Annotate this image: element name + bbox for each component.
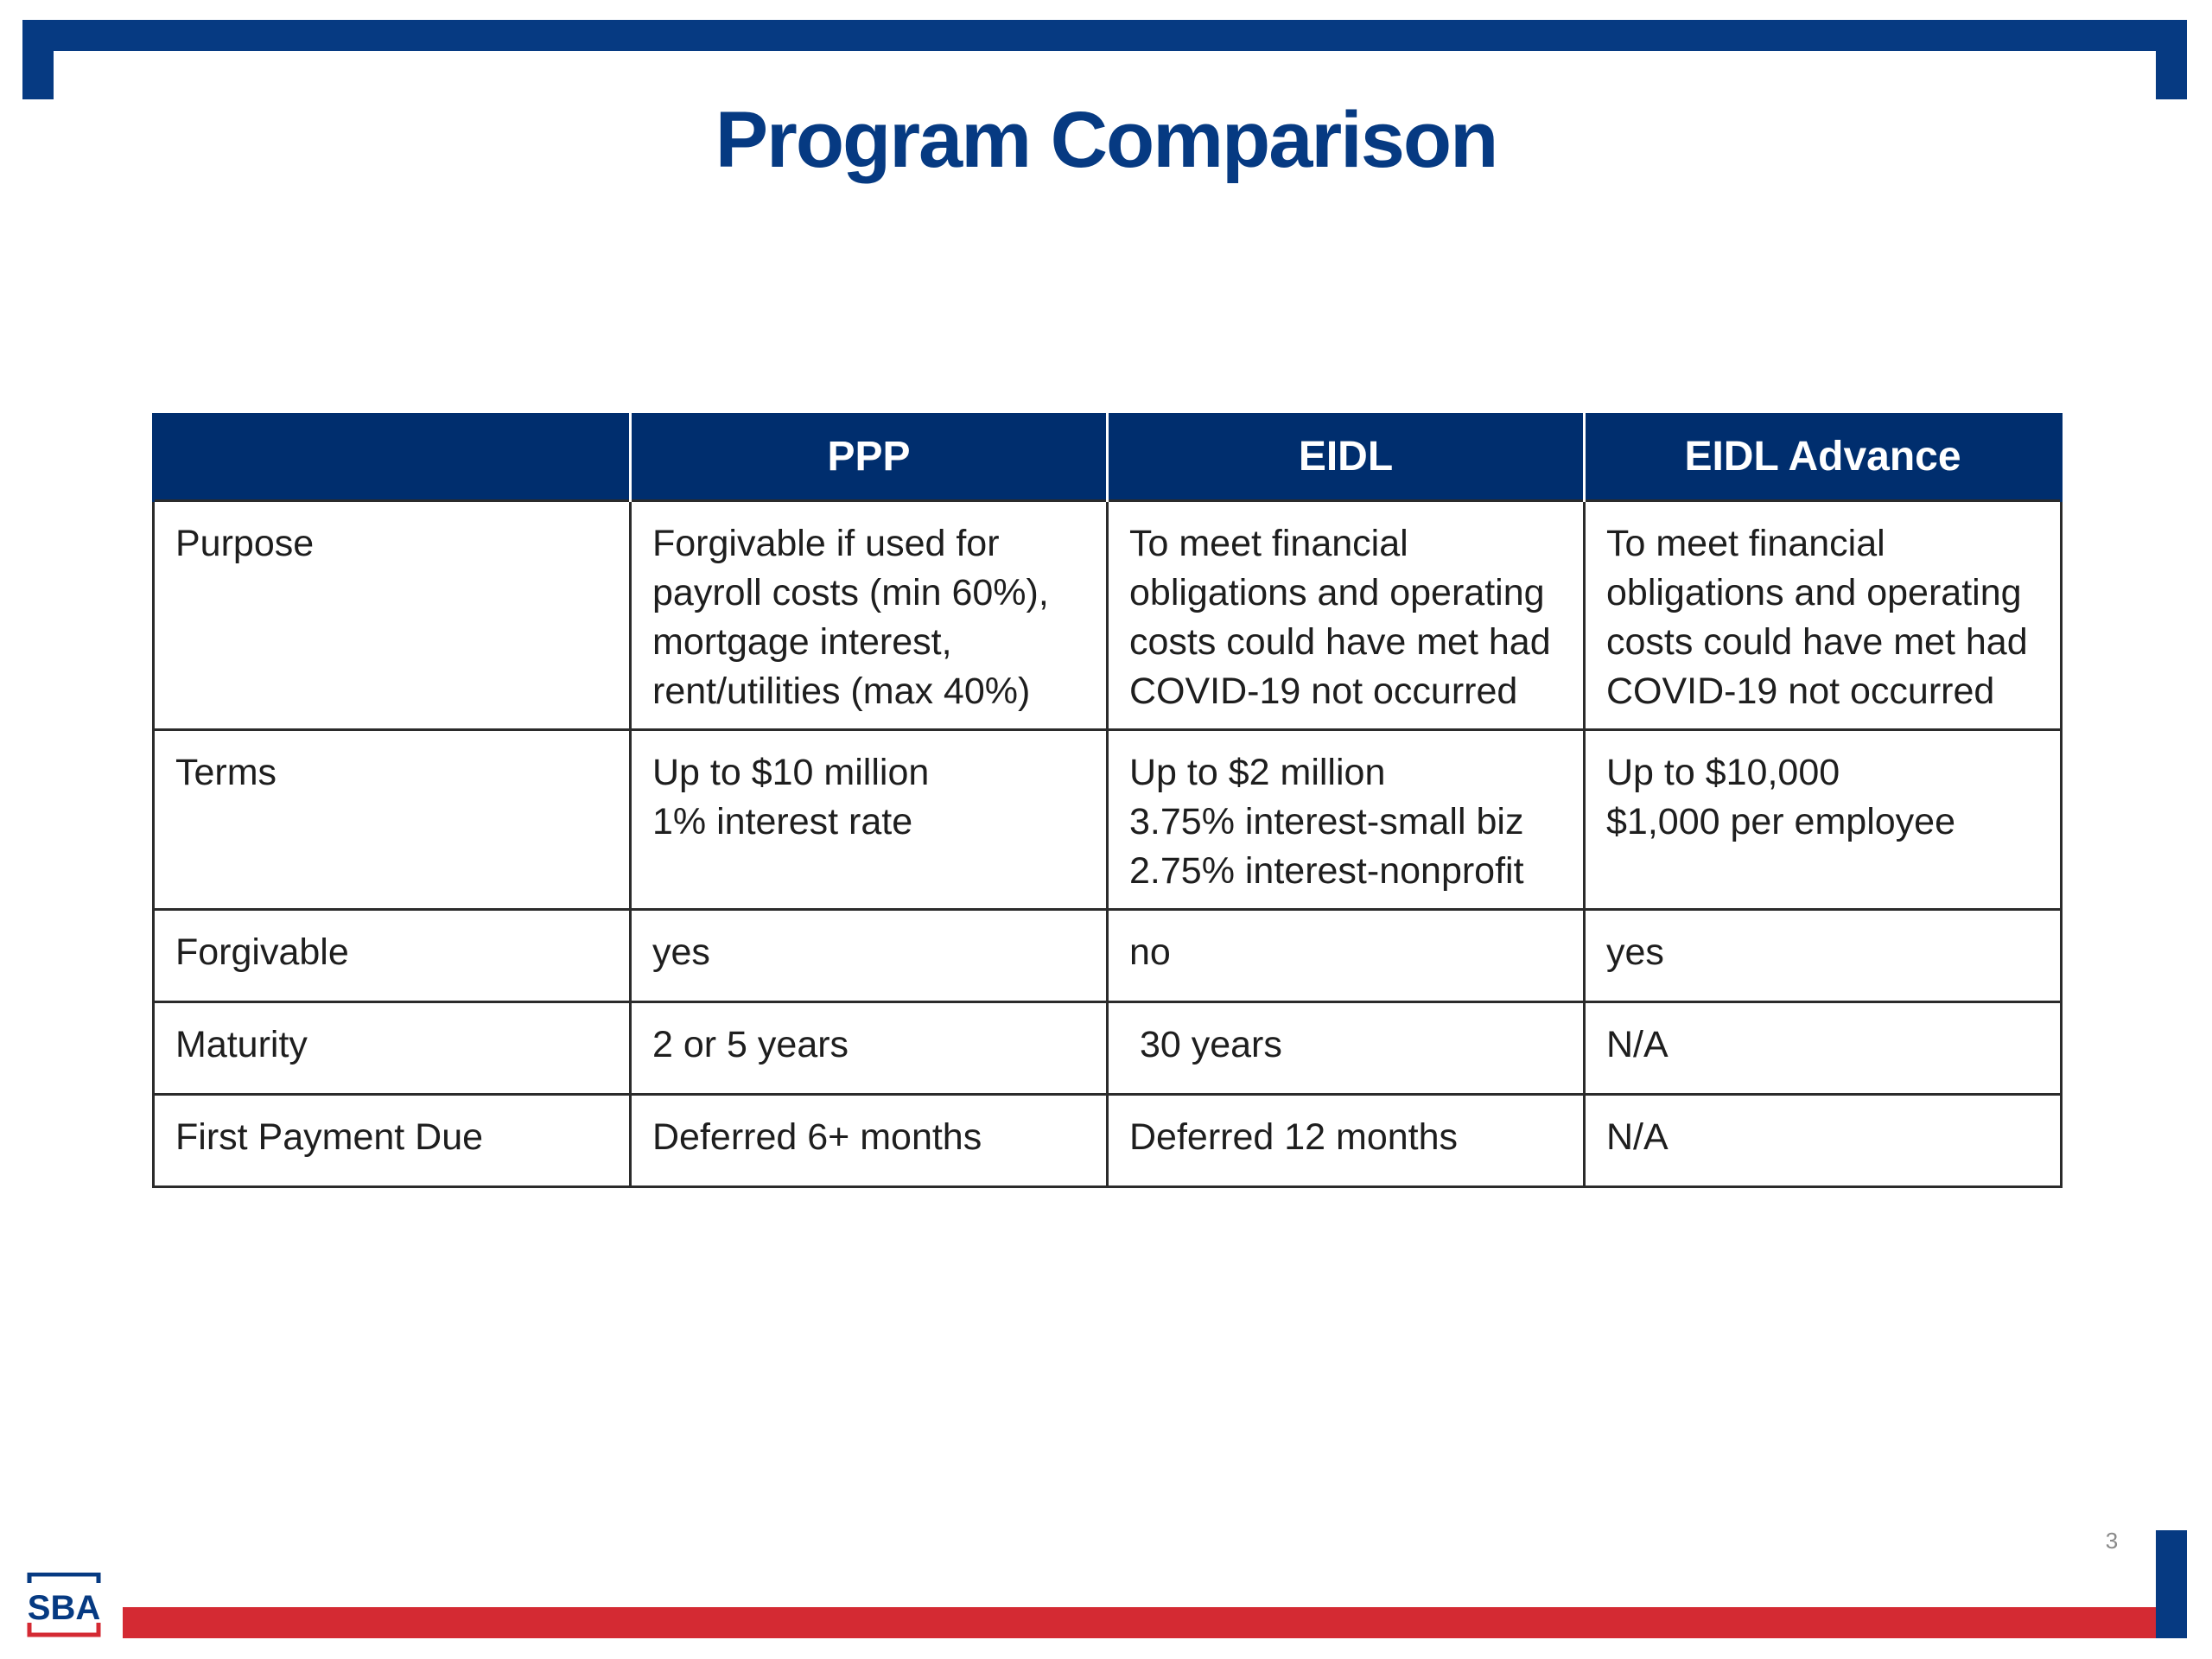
bottom-frame-red-bar: [123, 1607, 2162, 1638]
table-row-forgivable: Forgivable yes no yes: [152, 908, 2063, 1003]
table-row-terms: Terms Up to $10 million 1% interest rate…: [152, 728, 2063, 911]
sba-logo-icon: SBA: [27, 1573, 101, 1637]
slide-title: Program Comparison: [715, 96, 1499, 184]
cell-eidl-advance: yes: [1583, 908, 2063, 1003]
row-label: Forgivable: [152, 908, 632, 1003]
header-empty: [152, 413, 632, 501]
cell-eidl: To meet financial obligations and operat…: [1106, 499, 1586, 731]
cell-eidl-advance: N/A: [1583, 1001, 2063, 1096]
cell-eidl-advance: To meet financial obligations and operat…: [1583, 499, 2063, 731]
top-frame-bar: [22, 20, 2187, 51]
table-row-first-payment-due: First Payment Due Deferred 6+ months Def…: [152, 1093, 2063, 1188]
cell-ppp: yes: [629, 908, 1109, 1003]
cell-ppp: Up to $10 million 1% interest rate: [629, 728, 1109, 911]
row-label: First Payment Due: [152, 1093, 632, 1188]
bottom-frame-right-corner: [2156, 1530, 2187, 1638]
cell-ppp: Forgivable if used for payroll costs (mi…: [629, 499, 1109, 731]
cell-eidl: 30 years: [1106, 1001, 1586, 1096]
cell-eidl: no: [1106, 908, 1586, 1003]
cell-eidl: Deferred 12 months: [1106, 1093, 1586, 1188]
header-ppp: PPP: [629, 413, 1109, 501]
sba-logo-text: SBA: [28, 1589, 100, 1627]
cell-ppp: Deferred 6+ months: [629, 1093, 1109, 1188]
top-frame-left-corner: [22, 20, 54, 99]
cell-ppp: 2 or 5 years: [629, 1001, 1109, 1096]
cell-eidl: Up to $2 million 3.75% interest-small bi…: [1106, 728, 1586, 911]
program-comparison-table: PPP EIDL EIDL Advance Purpose Forgivable…: [152, 413, 2063, 1188]
cell-eidl-advance: Up to $10,000 $1,000 per employee: [1583, 728, 2063, 911]
table-row-purpose: Purpose Forgivable if used for payroll c…: [152, 499, 2063, 731]
row-label: Terms: [152, 728, 632, 911]
table-header-row: PPP EIDL EIDL Advance: [152, 413, 2063, 501]
top-frame-right-corner: [2156, 20, 2187, 99]
header-eidl-advance: EIDL Advance: [1583, 413, 2063, 501]
row-label: Maturity: [152, 1001, 632, 1096]
cell-eidl-advance: N/A: [1583, 1093, 2063, 1188]
page-number: 3: [2105, 1528, 2119, 1554]
header-eidl: EIDL: [1106, 413, 1586, 501]
table-row-maturity: Maturity 2 or 5 years 30 years N/A: [152, 1001, 2063, 1096]
row-label: Purpose: [152, 499, 632, 731]
